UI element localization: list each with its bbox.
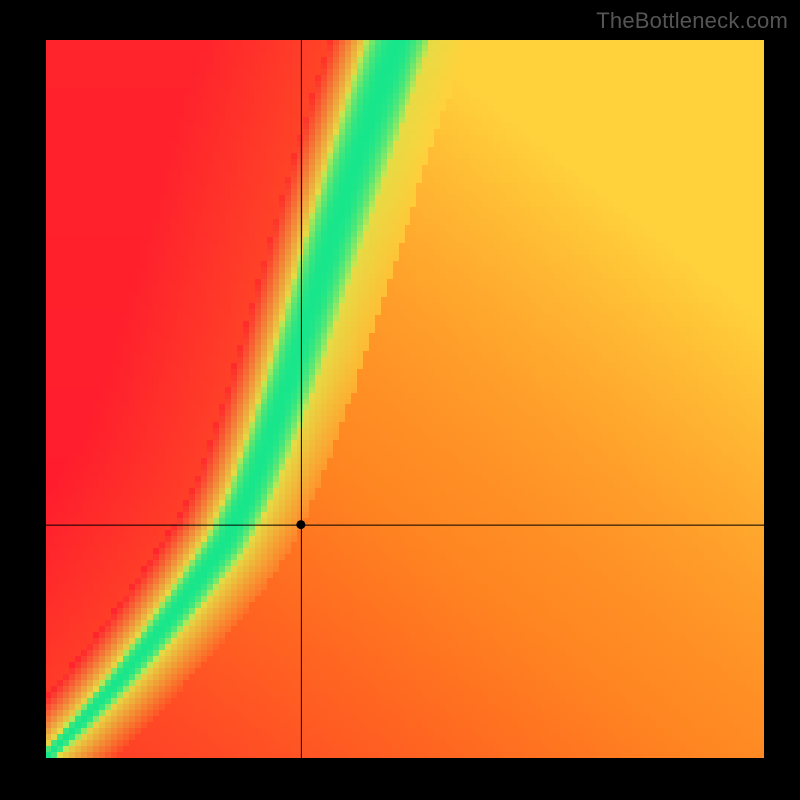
bottleneck-heatmap	[46, 40, 764, 758]
plot-frame	[46, 40, 764, 758]
chart-container: TheBottleneck.com	[0, 0, 800, 800]
watermark-text: TheBottleneck.com	[596, 8, 788, 34]
